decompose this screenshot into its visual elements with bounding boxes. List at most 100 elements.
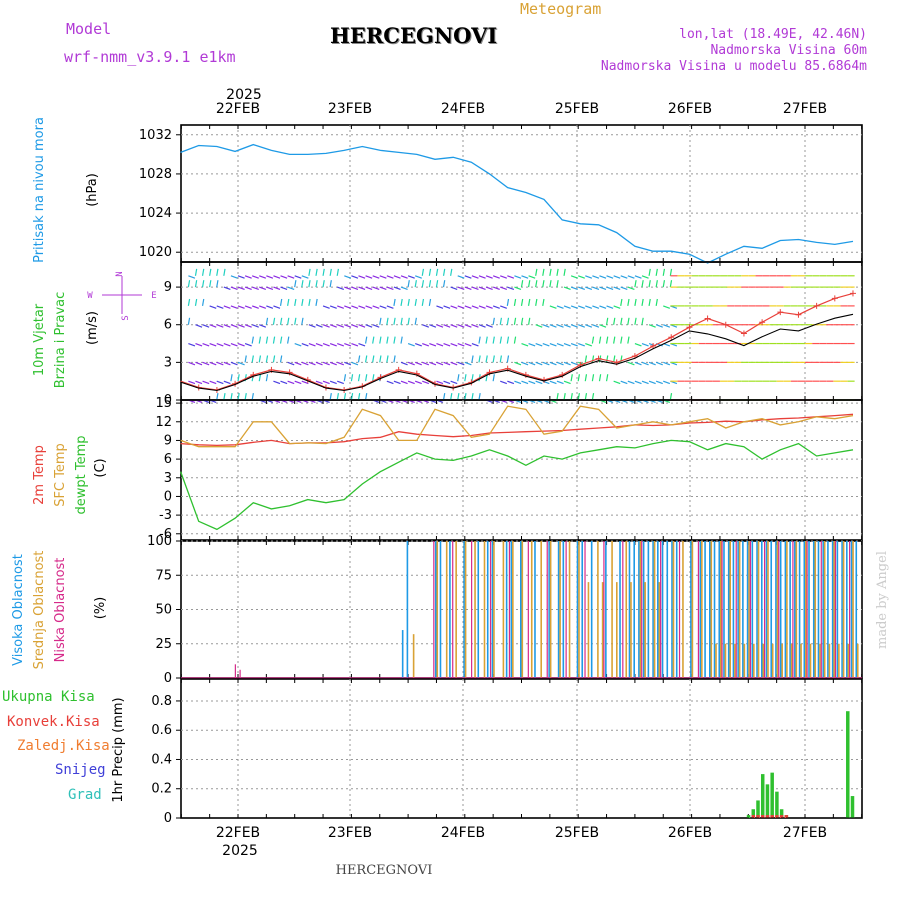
wind-arrow bbox=[386, 380, 394, 385]
wind-arrow bbox=[549, 361, 557, 366]
wind-arrow bbox=[393, 298, 396, 307]
wind-arrow bbox=[457, 275, 465, 279]
footer-station: HERCEGNOVI bbox=[336, 863, 433, 878]
cloud-bar-mid bbox=[672, 541, 675, 678]
top-date-label: 24FEB bbox=[441, 101, 485, 117]
wind-arrow bbox=[556, 361, 564, 366]
wind-arrow bbox=[414, 280, 417, 288]
cloud-bar-high bbox=[690, 541, 692, 678]
cloud-bar-mid bbox=[502, 541, 505, 678]
wind-arrow bbox=[393, 355, 396, 363]
precip-bar bbox=[765, 784, 770, 818]
wind-arrow bbox=[308, 342, 316, 347]
bottom-year: 2025 bbox=[222, 843, 258, 859]
t2m-label: 2m Temp bbox=[32, 445, 47, 505]
cloud-bar-mid bbox=[445, 541, 448, 678]
wind-arrow bbox=[648, 380, 656, 385]
wind-arrow bbox=[244, 392, 247, 401]
wind-arrow bbox=[209, 305, 217, 309]
wind-speed-marker bbox=[777, 309, 784, 316]
wind-arrow bbox=[344, 361, 352, 366]
wind-arrow bbox=[620, 317, 623, 325]
cloud-bar-high bbox=[808, 541, 810, 678]
top-date-labels: 22FEB 23FEB 24FEB 25FEB 26FEB 27FEB bbox=[216, 101, 827, 117]
wind-arrow bbox=[485, 305, 493, 309]
wind-arrow bbox=[605, 355, 609, 363]
cloud-bar-low bbox=[546, 541, 548, 678]
wind-arrow bbox=[585, 324, 593, 328]
wind-arrow bbox=[400, 336, 403, 344]
cloud-bar-high bbox=[794, 541, 796, 678]
cloud-bar-high bbox=[671, 541, 673, 678]
wind-arrow bbox=[280, 380, 288, 385]
wind-arrow bbox=[209, 361, 217, 366]
wind-speed-marker bbox=[849, 290, 856, 297]
wind-arrow bbox=[634, 280, 637, 288]
wind-arrow bbox=[492, 355, 495, 363]
cloud-bar-mid bbox=[549, 541, 552, 678]
wind-arrow bbox=[379, 275, 387, 279]
cloud-bar-mid bbox=[814, 541, 817, 678]
wind-arrow bbox=[287, 275, 295, 279]
y-tick-label: 3 bbox=[164, 471, 172, 486]
cloud-bar-mid bbox=[464, 541, 467, 678]
wind-arrow bbox=[605, 374, 609, 382]
wind-arrow bbox=[364, 336, 368, 344]
wind-arrow bbox=[577, 342, 585, 347]
wind-arrow bbox=[244, 305, 252, 309]
wind-arrow bbox=[209, 342, 217, 347]
precip-conv-bar bbox=[760, 815, 765, 818]
y-tick-label: 0.4 bbox=[151, 752, 172, 767]
cloud-bar-mid bbox=[436, 541, 439, 678]
cloud-bar-high bbox=[652, 541, 654, 678]
cloud-bars bbox=[181, 541, 862, 679]
wind-arrow bbox=[301, 298, 304, 307]
wind-speed-marker bbox=[250, 371, 257, 378]
cloud-bar-high bbox=[486, 541, 489, 678]
wind-arrow bbox=[230, 392, 233, 401]
wind-arrow bbox=[563, 305, 571, 309]
wind-arrow bbox=[641, 317, 644, 325]
wind-speed-marker bbox=[795, 311, 802, 318]
wind-arrow bbox=[563, 286, 571, 291]
wind-arrow bbox=[365, 275, 373, 279]
wind-arrow bbox=[549, 280, 552, 288]
wind-arrow bbox=[407, 380, 415, 385]
wind-arrow bbox=[358, 305, 366, 309]
cloud-bar-mid bbox=[540, 541, 542, 678]
wind-arrow bbox=[308, 268, 311, 276]
cloud-bar-high bbox=[605, 541, 607, 678]
wind-arrow bbox=[450, 286, 458, 291]
precip-conv-bar bbox=[784, 815, 789, 818]
wind-arrow bbox=[613, 336, 616, 344]
wind-arrow bbox=[521, 380, 529, 385]
wind-arrow bbox=[287, 336, 290, 344]
wind-speed-marker bbox=[759, 319, 766, 326]
wind-arrow bbox=[556, 324, 564, 328]
wind-arrow bbox=[251, 355, 254, 363]
wind-arrow bbox=[450, 380, 458, 385]
precip-bar bbox=[775, 791, 779, 818]
wind-arrow bbox=[535, 268, 538, 276]
cloud-bar-low bbox=[660, 541, 662, 678]
wind-arrow bbox=[435, 268, 439, 276]
wind-arrow bbox=[492, 374, 495, 382]
cloud-bar-mid bbox=[771, 643, 774, 678]
wind-arrow bbox=[648, 268, 651, 276]
cloud-bar-low bbox=[735, 541, 737, 678]
wind-arrow bbox=[386, 355, 389, 363]
wind-arrow bbox=[244, 355, 247, 363]
wind-arrow bbox=[464, 392, 467, 401]
cloud-bar-high bbox=[633, 541, 635, 678]
y-tick-label: 6 bbox=[164, 318, 172, 333]
wind-arrow bbox=[372, 336, 375, 344]
cloud-bar-mid bbox=[715, 643, 717, 678]
wind-arrow bbox=[429, 342, 437, 347]
wind-arrow bbox=[464, 275, 472, 279]
y-tick-label: -3 bbox=[159, 508, 172, 523]
wind-arrow bbox=[514, 361, 522, 366]
wind-arrow bbox=[230, 286, 238, 291]
wind-arrow bbox=[287, 317, 290, 325]
wind-arrow bbox=[549, 342, 557, 347]
wind-arrow bbox=[393, 336, 396, 344]
